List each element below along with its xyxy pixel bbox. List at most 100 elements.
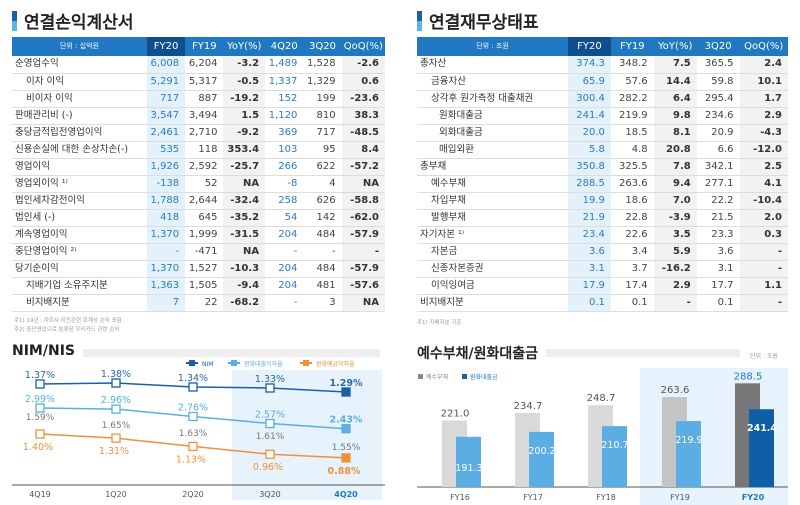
cell: 3.7 xyxy=(610,260,654,278)
cell: - xyxy=(341,243,385,261)
cell: 535 xyxy=(146,141,186,159)
cell: 1,329 xyxy=(303,73,342,91)
cell: 17.7 xyxy=(696,277,740,295)
column-header: 3Q20 xyxy=(303,37,342,56)
cell: - xyxy=(739,260,788,278)
data-label: 2.76% xyxy=(178,403,208,414)
data-label: 1.33% xyxy=(255,374,285,385)
cell: 8.1 xyxy=(653,124,697,142)
cell: 22.6 xyxy=(610,226,654,244)
table-row: 이익잉여금 17.9 17.4 2.9 17.7 1.1 xyxy=(417,277,788,295)
cell: -9.2 xyxy=(223,124,266,142)
loan-bar xyxy=(456,436,481,487)
table-row: 신용손실에 대한 손상차손(-) 535 118 353.4 103 95 8.4 xyxy=(12,141,385,159)
cell: 152 xyxy=(265,90,304,108)
cell: 14.4 xyxy=(653,73,697,91)
legend-marker xyxy=(462,374,467,379)
table-row: 순영업수익 6,008 6,204 -3.2 1,489 1,528 -2.6 xyxy=(12,56,385,74)
row-label: 매입외환 xyxy=(417,141,569,159)
cell: 1,370 xyxy=(146,226,186,244)
x-tick-label: 2Q20 xyxy=(182,490,204,499)
cell: 23.4 xyxy=(568,226,611,244)
balance-title-text: 연결재무상태표 xyxy=(429,13,539,33)
nis-label: 1.65% xyxy=(102,421,131,431)
row-label: 비지배지분 xyxy=(12,294,147,312)
balance-sheet-table: 단위 : 조원 FY20 FY19 YoY(%) 3Q20 QoQ(%) 총자산 374.3 3… xyxy=(417,37,788,312)
table-row: 자기자본 ¹⁾ 23.4 22.6 3.5 23.3 0.3 xyxy=(417,226,788,244)
cell: 717 xyxy=(303,124,342,142)
cell: 1,528 xyxy=(303,56,342,74)
table-row: 예수부채 288.5 263.6 9.4 277.1 4.1 xyxy=(417,175,788,193)
cell: 3.6 xyxy=(568,243,611,261)
x-tick-label: FY18 xyxy=(596,493,616,502)
cell: 6.6 xyxy=(696,141,740,159)
nis-label: 1.59% xyxy=(26,413,55,423)
cell: -16.2 xyxy=(653,260,697,278)
data-point xyxy=(111,404,121,414)
cell: 18.5 xyxy=(610,124,654,142)
cell: 1,363 xyxy=(146,277,186,295)
column-header: YoY(%) xyxy=(223,37,266,56)
row-label: 영업이익 xyxy=(12,158,147,176)
legend-label: 원화예금이자율 xyxy=(316,360,355,368)
cell: 3.6 xyxy=(696,243,740,261)
deposit-value: 234.7 xyxy=(514,401,543,412)
cell: 65.9 xyxy=(568,73,611,91)
table-row: 원화대출금 241.4 219.9 9.8 234.6 2.9 xyxy=(417,107,788,125)
cell: -68.2 xyxy=(223,294,266,312)
cell: -10.4 xyxy=(739,192,788,210)
data-label: 1.31% xyxy=(99,446,129,457)
cell: 282.2 xyxy=(610,90,654,108)
cell: 20.0 xyxy=(568,124,611,142)
cell: 59.8 xyxy=(696,73,740,91)
cell: -12.0 xyxy=(739,141,788,159)
cell: -57.6 xyxy=(341,277,385,295)
x-tick-label: 4Q19 xyxy=(29,490,51,499)
row-label: 발행부채 xyxy=(417,209,569,227)
loan-bar xyxy=(676,421,701,487)
nis-label: 1.63% xyxy=(179,429,208,439)
table-row: 비지배지분 0.1 0.1-0.1- xyxy=(417,294,788,312)
cell: -3.2 xyxy=(223,56,266,74)
x-tick-label: 3Q20 xyxy=(259,490,281,499)
cell: 5,317 xyxy=(185,73,224,91)
data-label: 2.99% xyxy=(25,394,55,405)
row-label: 판매관리비 (-) xyxy=(12,107,147,125)
cell: 5,291 xyxy=(146,73,186,91)
cell: - xyxy=(653,294,697,312)
cell: -58.8 xyxy=(341,192,385,210)
deposit-value: 263.6 xyxy=(661,385,690,396)
data-label: 1.37% xyxy=(25,370,55,381)
data-point xyxy=(35,403,45,413)
row-label: 충당금적립전영업이익 xyxy=(12,124,147,142)
cell: NA xyxy=(223,175,266,193)
cell: NA xyxy=(341,175,385,193)
row-label: 계속영업이익 xyxy=(12,226,147,244)
table-row: 총부채 350.8 325.5 7.8 342.1 2.5 xyxy=(417,158,788,176)
cell: 4.1 xyxy=(739,175,788,193)
loan-value: 210.7 xyxy=(601,440,628,451)
cell: 374.3 xyxy=(568,56,611,74)
row-label: 당기순이익 xyxy=(12,260,147,278)
cell: 1.5 xyxy=(223,107,266,125)
cell: 887 xyxy=(185,90,224,108)
loan-value: 219.9 xyxy=(675,435,702,446)
row-label: 이익잉여금 xyxy=(417,277,569,295)
cell: 17.4 xyxy=(610,277,654,295)
cell: 2.4 xyxy=(739,56,788,74)
cell: 2,710 xyxy=(185,124,224,142)
cell: 295.4 xyxy=(696,90,740,108)
nis-label: 1.61% xyxy=(256,432,285,442)
table-row: 외화대출금 20.0 18.5 8.1 20.9 -4.3 xyxy=(417,124,788,142)
table-row: 영업이익 1,926 2,592 -25.7 266 622 -57.2 xyxy=(12,158,385,176)
data-point xyxy=(265,418,275,429)
legend-label: 예수부채 xyxy=(426,373,448,381)
income-note-2: 주2) 중단영업으로 분류된 우리카드 관련 손익 xyxy=(14,327,120,333)
cell: -138 xyxy=(146,175,186,193)
x-tick-label: FY16 xyxy=(450,493,470,502)
divider xyxy=(80,349,380,357)
data-point xyxy=(111,378,121,388)
deposit-value: 221.0 xyxy=(441,408,470,419)
row-label: 순영업수익 xyxy=(12,56,147,74)
cell: 1,926 xyxy=(146,158,186,176)
